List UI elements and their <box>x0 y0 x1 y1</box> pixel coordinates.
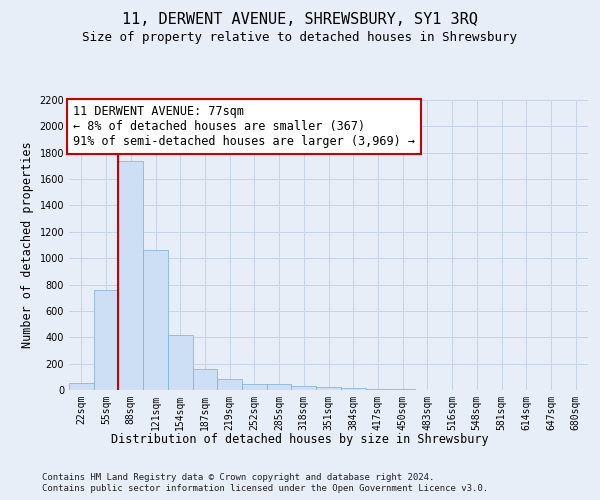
Bar <box>94 290 118 390</box>
Bar <box>143 250 168 390</box>
Bar <box>168 334 193 390</box>
Bar <box>69 383 94 390</box>
Bar <box>193 369 217 390</box>
Text: 11 DERWENT AVENUE: 77sqm
← 8% of detached houses are smaller (367)
91% of semi-d: 11 DERWENT AVENUE: 77sqm ← 8% of detache… <box>73 104 415 148</box>
Bar <box>292 386 316 390</box>
Bar <box>341 388 365 390</box>
Bar <box>217 379 242 390</box>
Bar <box>365 388 390 390</box>
Bar <box>267 384 292 390</box>
Text: Size of property relative to detached houses in Shrewsbury: Size of property relative to detached ho… <box>83 31 517 44</box>
Text: 11, DERWENT AVENUE, SHREWSBURY, SY1 3RQ: 11, DERWENT AVENUE, SHREWSBURY, SY1 3RQ <box>122 12 478 28</box>
Bar <box>118 160 143 390</box>
Bar <box>316 388 341 390</box>
Bar <box>242 384 267 390</box>
Text: Distribution of detached houses by size in Shrewsbury: Distribution of detached houses by size … <box>111 432 489 446</box>
Text: Contains public sector information licensed under the Open Government Licence v3: Contains public sector information licen… <box>42 484 488 493</box>
Text: Contains HM Land Registry data © Crown copyright and database right 2024.: Contains HM Land Registry data © Crown c… <box>42 472 434 482</box>
Y-axis label: Number of detached properties: Number of detached properties <box>21 142 34 348</box>
